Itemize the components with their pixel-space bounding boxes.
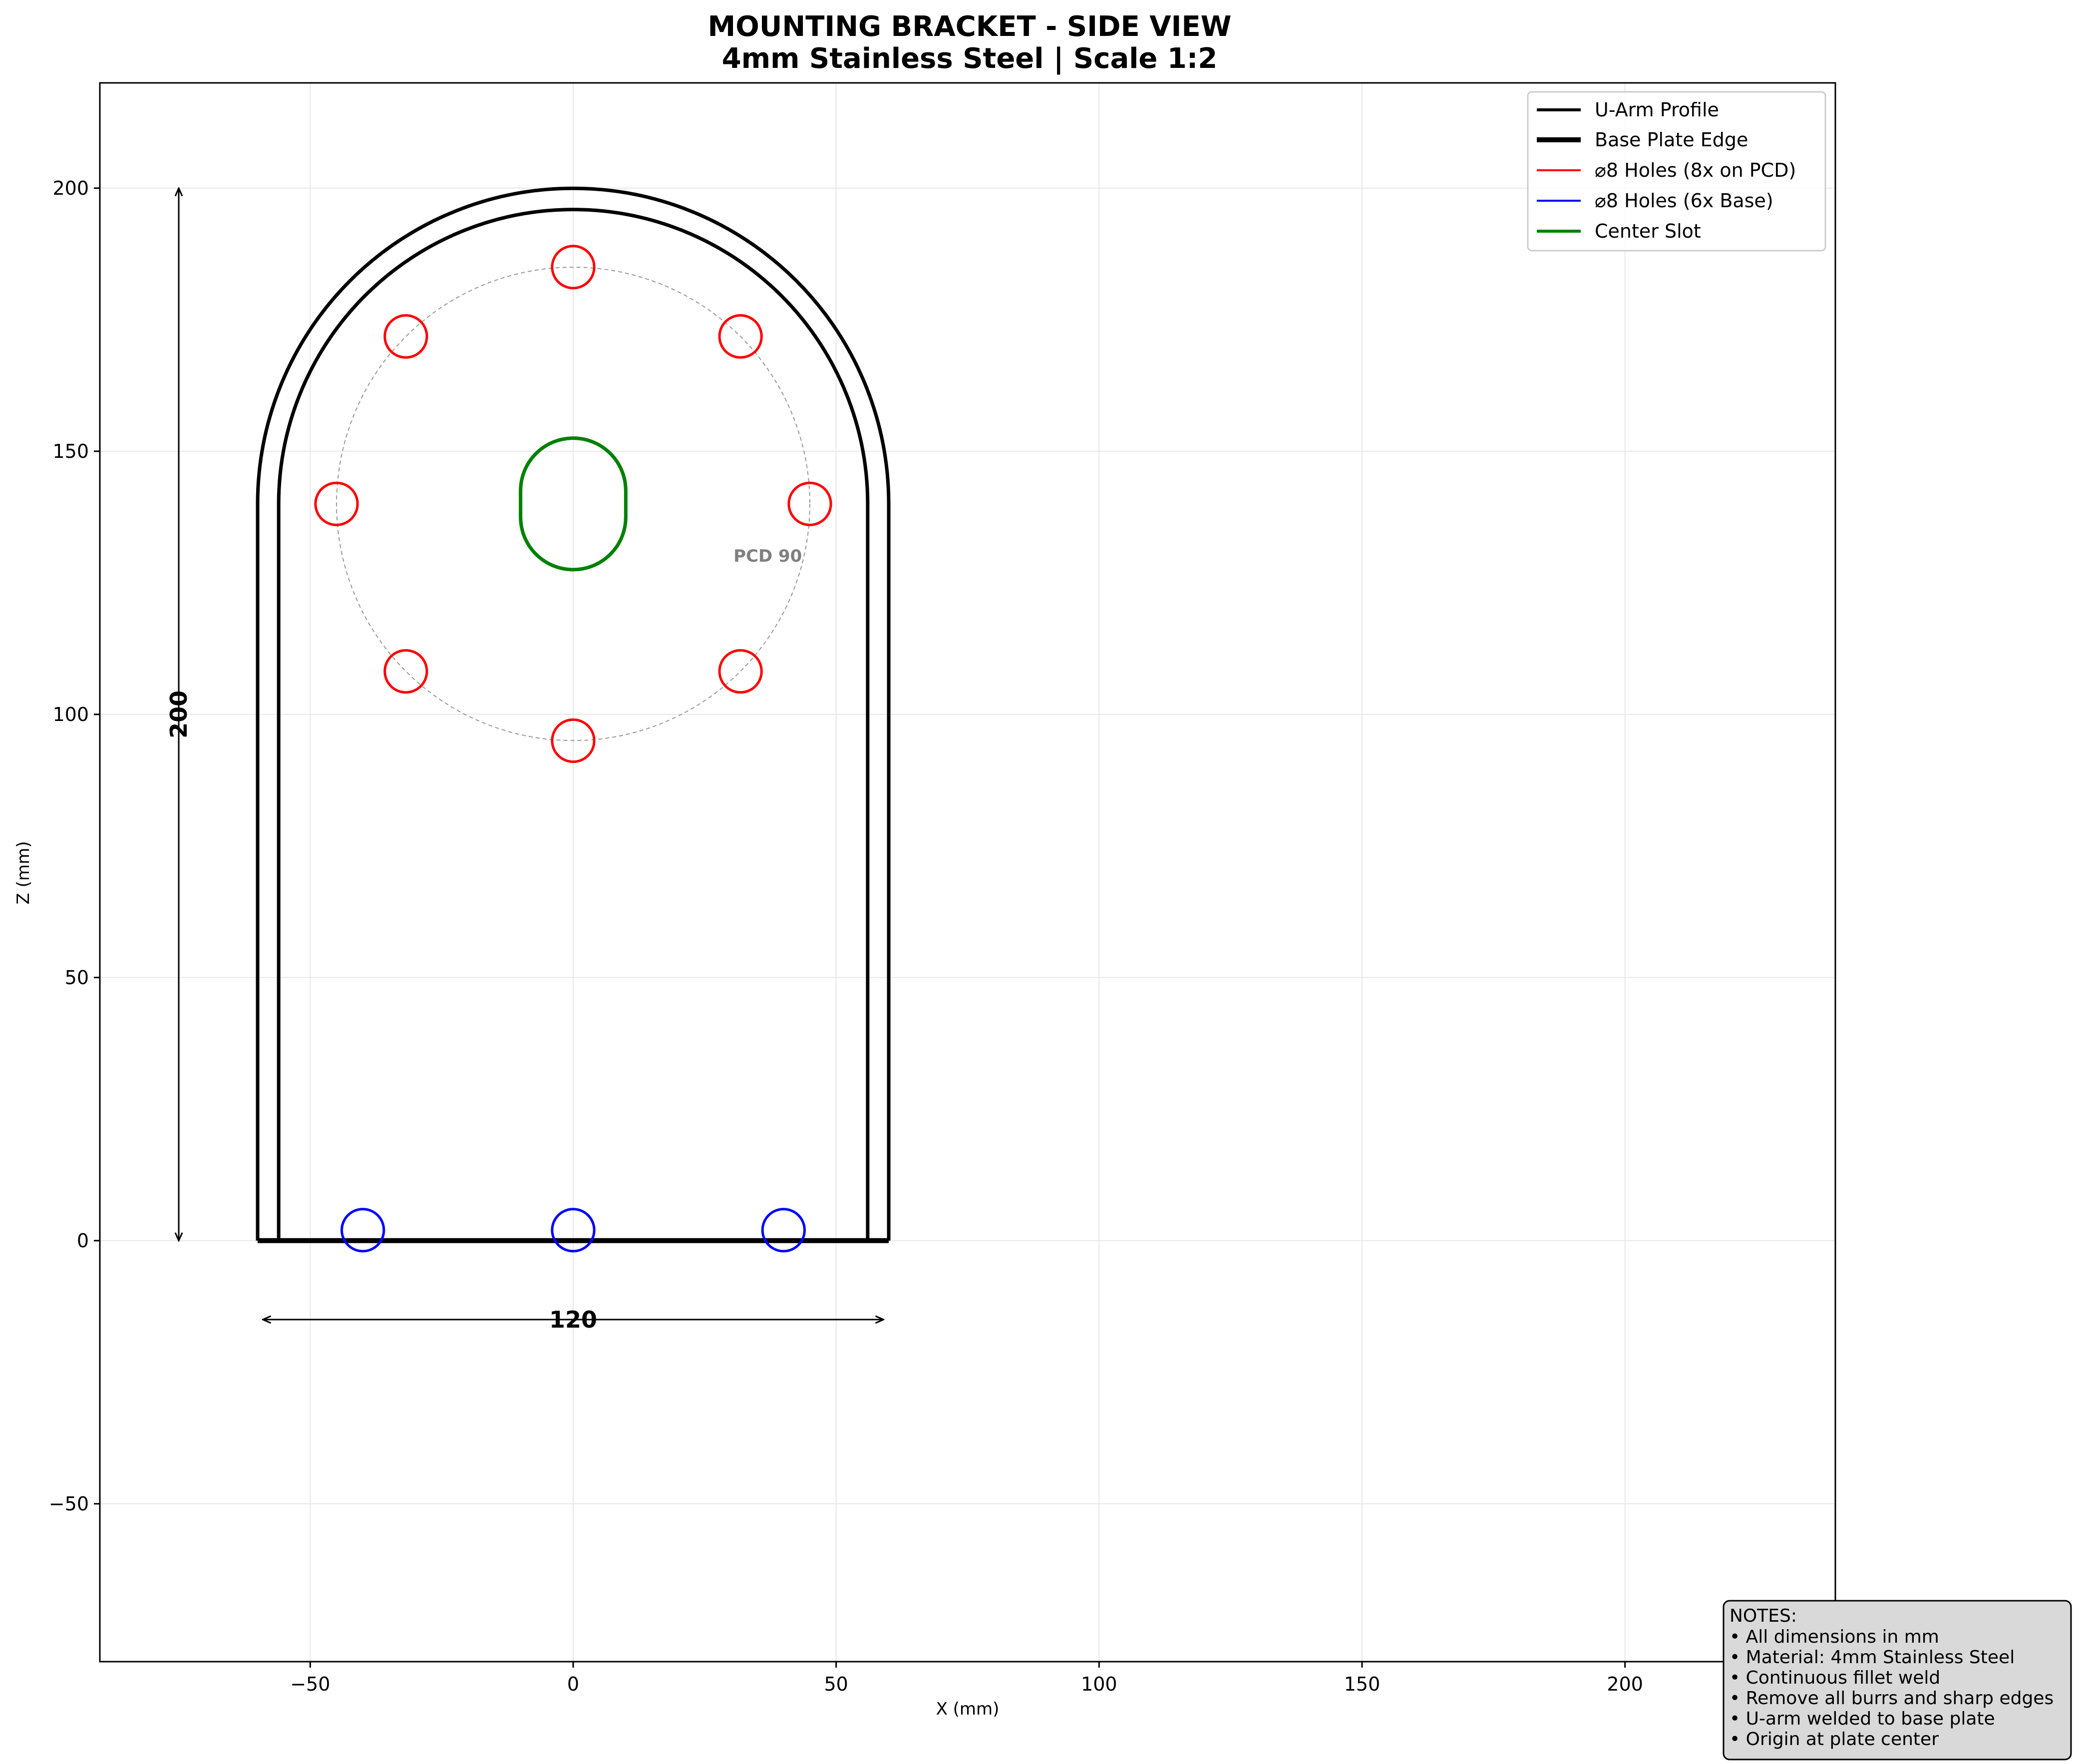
pcd-hole bbox=[718, 314, 763, 359]
y-tick-label: 0 bbox=[77, 1230, 89, 1252]
base-hole bbox=[551, 1208, 596, 1253]
legend-item-base-holes: ⌀8 Holes (6x Base) bbox=[1537, 190, 1773, 212]
width-dimension: 120 bbox=[263, 1306, 884, 1333]
pcd-hole bbox=[718, 649, 763, 694]
y-tick-label: 200 bbox=[52, 177, 89, 199]
x-tick-label: 50 bbox=[824, 1673, 848, 1695]
axis-ticks: −50 0 50 100 150 200 −50 0 50 100 150 200 bbox=[49, 177, 1643, 1695]
legend-box bbox=[1527, 91, 1826, 252]
u-arm-outer-profile bbox=[256, 186, 891, 1241]
center-slot bbox=[519, 436, 628, 571]
legend-item-pcd-holes: ⌀8 Holes (8x on PCD) bbox=[1537, 159, 1796, 181]
height-dimension: 200 bbox=[165, 188, 192, 1241]
x-tick-label: 0 bbox=[567, 1673, 579, 1695]
drawing-title: MOUNTING BRACKET - SIDE VIEW bbox=[708, 10, 1232, 43]
plot-frame bbox=[99, 82, 1836, 1663]
y-tick-label: −50 bbox=[49, 1493, 89, 1515]
base-hole bbox=[341, 1208, 385, 1253]
y-axis-label: Z (mm) bbox=[13, 841, 33, 905]
legend-label-base-plate: Base Plate Edge bbox=[1595, 129, 1748, 151]
x-axis-label: X (mm) bbox=[936, 1699, 1000, 1719]
pcd-hole bbox=[551, 718, 596, 763]
grid-lines bbox=[100, 83, 1835, 1662]
y-tick-label: 100 bbox=[52, 704, 89, 725]
note-line: • All dimensions in mm bbox=[1730, 1627, 1939, 1647]
pcd-hole bbox=[551, 245, 596, 290]
pcd-hole bbox=[383, 314, 428, 359]
note-line: • Material: 4mm Stainless Steel bbox=[1730, 1647, 2015, 1668]
x-tick-label: 200 bbox=[1607, 1673, 1643, 1695]
u-arm-inner-profile bbox=[277, 207, 870, 1241]
bracket-geometry bbox=[256, 186, 891, 1253]
notes-heading: NOTES: bbox=[1730, 1606, 1797, 1626]
pcd-label: PCD 90 bbox=[733, 546, 802, 566]
notes-box: NOTES: • All dimensions in mm • Material… bbox=[1723, 1600, 2072, 1761]
legend-label-center-slot: Center Slot bbox=[1595, 220, 1701, 242]
note-line: • Continuous fillet weld bbox=[1730, 1668, 1940, 1688]
y-tick-label: 50 bbox=[65, 967, 89, 989]
legend-label-pcd-holes: ⌀8 Holes (8x on PCD) bbox=[1595, 159, 1796, 181]
note-line: • Origin at plate center bbox=[1730, 1729, 1939, 1750]
legend-label-u-arm: U-Arm Profile bbox=[1595, 99, 1719, 121]
legend: U-Arm Profile Base Plate Edge ⌀8 Holes (… bbox=[1527, 91, 1826, 252]
drawing-subtitle: 4mm Stainless Steel | Scale 1:2 bbox=[722, 42, 1217, 75]
x-tick-label: −50 bbox=[290, 1673, 330, 1695]
pcd-hole bbox=[383, 649, 428, 694]
notes-background bbox=[1723, 1600, 2072, 1761]
pcd-circle bbox=[336, 267, 810, 741]
pcd-hole bbox=[314, 481, 359, 526]
legend-label-base-holes: ⌀8 Holes (6x Base) bbox=[1595, 190, 1773, 212]
legend-item-u-arm: U-Arm Profile bbox=[1537, 99, 1719, 121]
legend-item-base-plate: Base Plate Edge bbox=[1537, 129, 1748, 151]
pcd-hole bbox=[787, 481, 832, 526]
note-line: • U-arm welded to base plate bbox=[1730, 1709, 1995, 1729]
height-dimension-value: 200 bbox=[165, 691, 192, 738]
base-hole bbox=[761, 1208, 806, 1253]
note-line: • Remove all burrs and sharp edges bbox=[1730, 1688, 2054, 1709]
width-dimension-value: 120 bbox=[549, 1306, 597, 1333]
x-tick-label: 150 bbox=[1344, 1673, 1381, 1695]
x-tick-label: 100 bbox=[1081, 1673, 1117, 1695]
y-tick-label: 150 bbox=[52, 440, 89, 462]
legend-item-center-slot: Center Slot bbox=[1537, 220, 1701, 242]
